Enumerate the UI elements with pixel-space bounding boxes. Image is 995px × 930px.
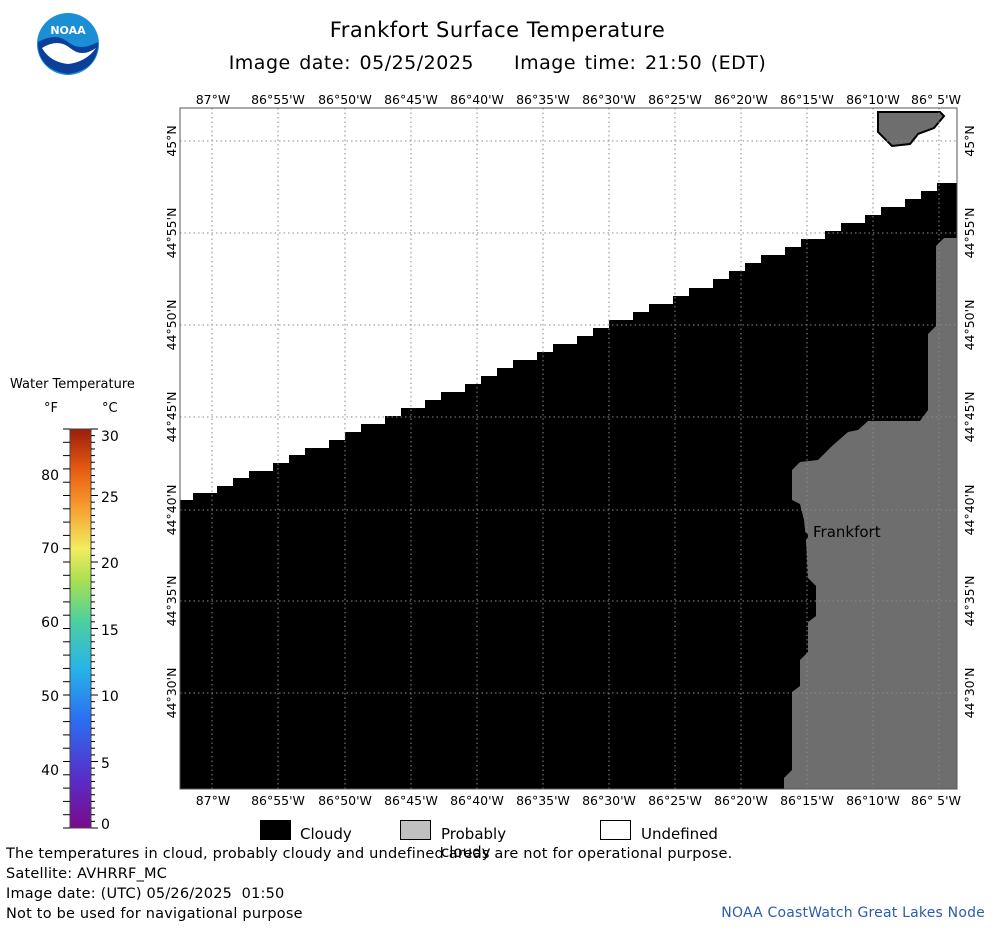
navigation-warning: Not to be used for navigational purpose	[6, 906, 303, 922]
lat-label-right: 44°35'N	[962, 576, 977, 627]
legend-c-label: 30	[101, 429, 119, 445]
lat-label-right: 45°N	[962, 125, 977, 157]
lon-label-bottom: 86°10'W	[846, 793, 900, 808]
disclaimer-text: The temperatures in cloud, probably clou…	[6, 846, 733, 862]
lat-label-left: 44°30'N	[164, 668, 179, 719]
legend-f-label: 40	[41, 763, 59, 779]
legend-unit-f: °F	[44, 401, 58, 416]
map-grid	[180, 108, 957, 789]
lon-label-bottom: 86° 5'W	[911, 793, 961, 808]
lon-label-top: 86°20'W	[714, 92, 768, 107]
cloudy-region	[180, 183, 957, 789]
lon-label-bottom: 86°20'W	[714, 793, 768, 808]
frankfort-marker	[800, 532, 808, 540]
legend-c-label: 10	[101, 689, 119, 705]
page-title: Frankfort Surface Temperature	[329, 18, 666, 42]
lat-label-left: 44°55'N	[164, 208, 179, 259]
legend-f-label: 70	[41, 541, 59, 557]
probably-cloudy-swatch	[400, 820, 431, 840]
image-time: Image time: 21:50 (EDT)	[514, 52, 767, 74]
probably-cloudy-label: Probably cloudy	[441, 825, 507, 861]
lon-label-bottom: 86°25'W	[648, 793, 702, 808]
cloudy-swatch	[260, 820, 291, 840]
cloudy-label: Cloudy	[300, 825, 352, 843]
lon-label-bottom: 86°15'W	[780, 793, 834, 808]
undefined-swatch	[600, 820, 631, 840]
lat-label-left: 45°N	[164, 125, 179, 157]
legend-f-label: 60	[41, 615, 59, 631]
image-datetime: Image date: 05/25/2025 Image time: 21:50 …	[0, 52, 995, 74]
lon-label-top: 86° 5'W	[911, 92, 961, 107]
undefined-label: Undefined	[641, 825, 718, 843]
lat-label-right: 44°55'N	[962, 208, 977, 259]
lat-label-right: 44°30'N	[962, 668, 977, 719]
legend-c-label: 20	[101, 556, 119, 572]
lat-label-right: 44°50'N	[962, 300, 977, 351]
noaa-logo: NOAA	[37, 13, 99, 75]
lon-label-top: 86°55'W	[251, 92, 305, 107]
credit-text: NOAA CoastWatch Great Lakes Node	[721, 905, 985, 921]
lon-label-bottom: 86°45'W	[384, 793, 438, 808]
lon-label-bottom: 87°W	[196, 793, 231, 808]
lon-label-top: 86°40'W	[450, 92, 504, 107]
colorbar-ticks	[63, 428, 98, 829]
legend-c-label: 25	[101, 490, 119, 506]
lon-label-top: 86°10'W	[846, 92, 900, 107]
lat-label-right: 44°45'N	[962, 392, 977, 443]
lon-label-bottom: 86°35'W	[516, 793, 570, 808]
legend-c-label: 5	[101, 756, 110, 772]
frankfort-label: Frankfort	[813, 523, 881, 541]
lon-label-bottom: 86°55'W	[251, 793, 305, 808]
legend-title: Water Temperature	[10, 377, 135, 392]
lat-label-right: 44°40'N	[962, 485, 977, 536]
lat-label-left: 44°40'N	[164, 485, 179, 536]
lon-label-top: 87°W	[196, 92, 231, 107]
lon-label-bottom: 86°30'W	[582, 793, 636, 808]
utc-date-text: Image date: (UTC) 05/26/2025 01:50	[6, 886, 285, 902]
legend-c-label: 15	[101, 623, 119, 639]
lon-label-top: 86°45'W	[384, 92, 438, 107]
noaa-logo-text: NOAA	[50, 24, 86, 37]
probably-cloudy-patch	[877, 111, 946, 148]
legend-f-label: 80	[41, 468, 59, 484]
legend-c-label: 0	[101, 817, 110, 833]
image-date: Image date: 05/25/2025	[228, 52, 475, 74]
legend-unit-c: °C	[102, 401, 118, 416]
legend-f-label: 50	[41, 689, 59, 705]
satellite-text: Satellite: AVHRRF_MC	[6, 866, 168, 882]
lat-label-left: 44°50'N	[164, 300, 179, 351]
map-border	[179, 107, 958, 790]
lat-label-left: 44°45'N	[164, 392, 179, 443]
lat-label-left: 44°35'N	[164, 576, 179, 627]
probably-cloudy-region	[784, 238, 957, 789]
lon-label-top: 86°15'W	[780, 92, 834, 107]
temperature-colorbar	[69, 428, 92, 829]
lon-label-bottom: 86°50'W	[318, 793, 372, 808]
lon-label-top: 86°30'W	[582, 92, 636, 107]
lon-label-top: 86°25'W	[648, 92, 702, 107]
lon-label-top: 86°35'W	[516, 92, 570, 107]
lon-label-top: 86°50'W	[318, 92, 372, 107]
lon-label-bottom: 86°40'W	[450, 793, 504, 808]
